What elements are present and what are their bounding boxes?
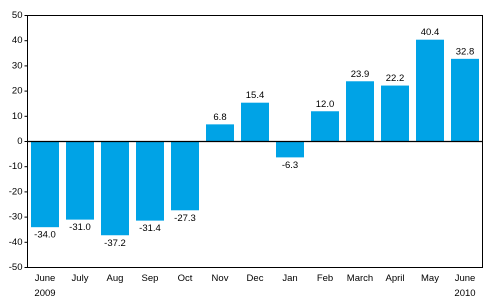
bar [451, 58, 479, 142]
value-label: 40.4 [421, 27, 440, 38]
y-tick-label: -50 [9, 262, 23, 273]
x-tick-label: Feb [317, 273, 333, 284]
x-tick-label: June [35, 273, 56, 284]
value-label: -27.3 [174, 213, 196, 224]
bar [136, 141, 164, 221]
value-label: 15.4 [246, 90, 265, 101]
bar [416, 39, 444, 142]
y-tick-label: -20 [9, 186, 23, 197]
x-tick-label: Sep [142, 273, 159, 284]
y-tick-label: -30 [9, 212, 23, 223]
value-label: -37.2 [104, 238, 126, 249]
year-label: 2009 [34, 288, 55, 299]
x-tick-label: May [421, 273, 439, 284]
value-label: -31.4 [139, 223, 161, 234]
x-tick-label: June [455, 273, 476, 284]
x-tick-label: Dec [247, 273, 264, 284]
bar [346, 81, 374, 142]
x-tick-label: July [72, 273, 89, 284]
bar [381, 85, 409, 142]
bar [241, 102, 269, 142]
value-label: 6.8 [213, 112, 226, 123]
y-tick-label: 0 [17, 136, 22, 147]
y-tick-label: 30 [12, 60, 23, 71]
value-label: -6.3 [282, 160, 298, 171]
bar [66, 141, 94, 220]
x-tick-label: March [347, 273, 373, 284]
x-tick-label: April [385, 273, 404, 284]
y-tick-label: 20 [12, 86, 23, 97]
value-label: 23.9 [351, 69, 370, 80]
y-tick-label: -40 [9, 237, 23, 248]
bar [171, 141, 199, 211]
x-tick-label: Oct [178, 273, 193, 284]
value-label: 32.8 [456, 46, 475, 57]
value-label: 12.0 [316, 99, 335, 110]
y-tick-label: 40 [12, 35, 23, 46]
bar [206, 124, 234, 142]
y-tick-label: -10 [9, 161, 23, 172]
value-label: -34.0 [34, 230, 56, 241]
x-tick-label: Nov [212, 273, 229, 284]
value-label: -31.0 [69, 222, 91, 233]
bar [276, 141, 304, 158]
year-label: 2010 [454, 288, 475, 299]
x-tick-label: Aug [107, 273, 124, 284]
y-tick-label: 50 [12, 10, 23, 21]
bar [101, 141, 129, 236]
y-tick-label: 10 [12, 111, 23, 122]
x-tick-label: Jan [282, 273, 297, 284]
value-label: 22.2 [386, 73, 405, 84]
bar [311, 111, 339, 142]
bar [31, 141, 59, 228]
